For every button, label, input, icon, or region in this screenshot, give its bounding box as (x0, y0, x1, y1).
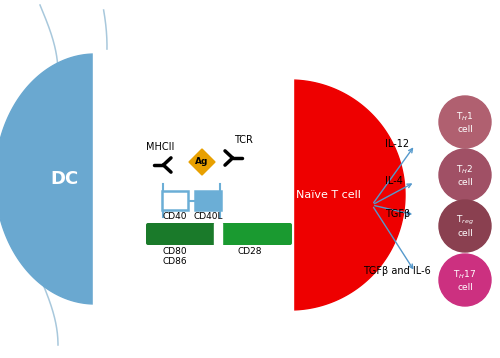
FancyBboxPatch shape (195, 191, 221, 210)
Text: CD40: CD40 (163, 212, 187, 221)
Text: T$_{reg}$
cell: T$_{reg}$ cell (456, 214, 474, 238)
Polygon shape (290, 80, 405, 310)
Circle shape (439, 96, 491, 148)
FancyBboxPatch shape (216, 223, 292, 245)
Polygon shape (189, 149, 215, 175)
Text: DC: DC (51, 170, 79, 188)
Text: Naïve T cell: Naïve T cell (296, 190, 360, 200)
Text: TGFβ: TGFβ (385, 209, 410, 219)
Text: T$_H$17
cell: T$_H$17 cell (454, 268, 476, 292)
FancyBboxPatch shape (146, 223, 218, 245)
Bar (93, 50, 293, 358)
Circle shape (439, 149, 491, 201)
Text: IL-4: IL-4 (385, 176, 403, 186)
Text: CD28: CD28 (238, 247, 262, 256)
Text: TCR: TCR (234, 135, 252, 145)
Text: T$_H$2
cell: T$_H$2 cell (456, 163, 473, 187)
Text: T$_H$1
cell: T$_H$1 cell (456, 110, 474, 134)
Text: IL-12: IL-12 (385, 139, 409, 149)
Text: CD80
CD86: CD80 CD86 (162, 247, 188, 266)
Circle shape (439, 200, 491, 252)
Polygon shape (0, 54, 95, 304)
Circle shape (439, 254, 491, 306)
Bar (214, 223, 222, 245)
FancyBboxPatch shape (162, 191, 188, 210)
Text: TGFβ and IL-6: TGFβ and IL-6 (363, 266, 431, 276)
Text: Ag: Ag (196, 158, 208, 166)
Text: CD40L: CD40L (193, 212, 223, 221)
Text: MHCII: MHCII (146, 142, 174, 152)
